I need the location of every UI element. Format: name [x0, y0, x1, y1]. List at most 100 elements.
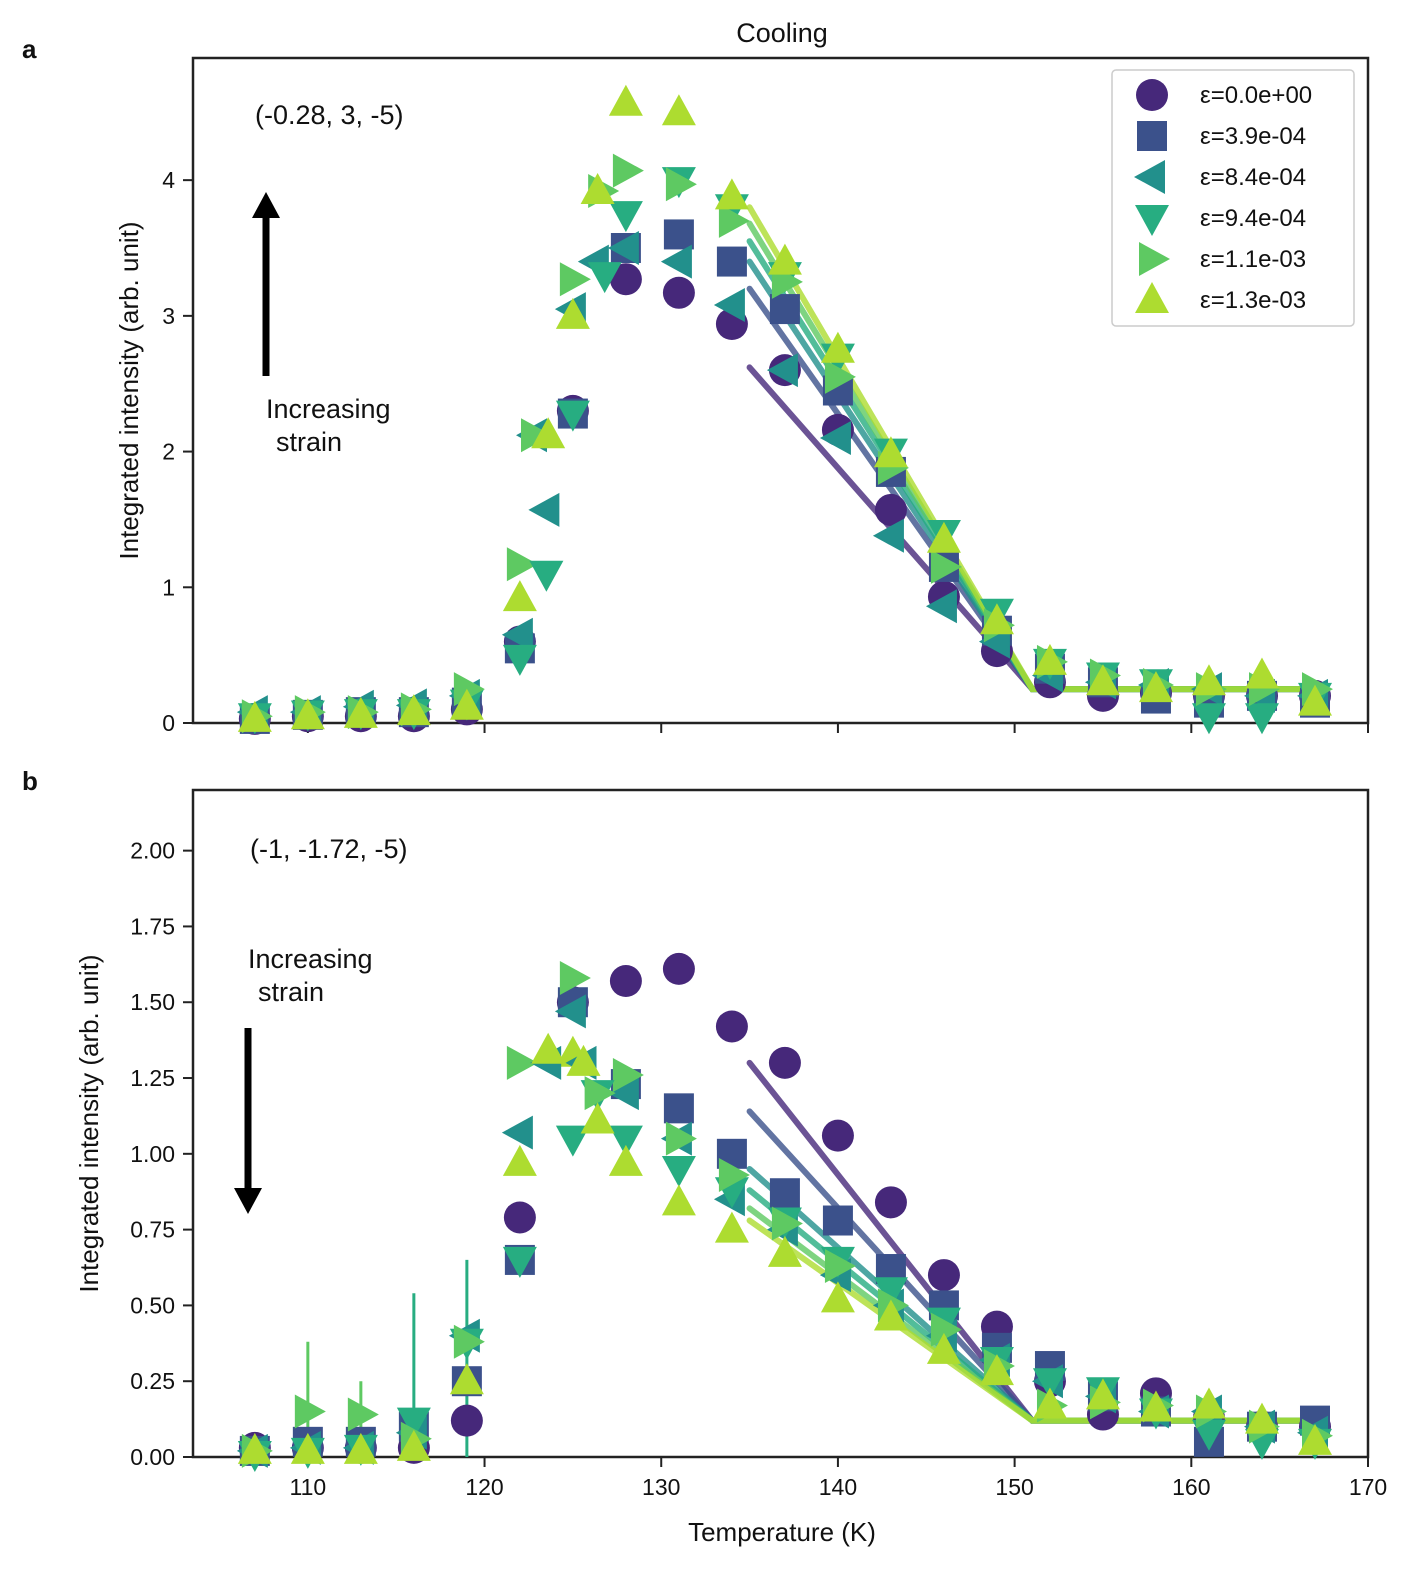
data-point	[559, 960, 591, 995]
data-point	[587, 262, 622, 294]
data-point	[1191, 664, 1226, 696]
data-point	[343, 696, 378, 728]
y-axis-label-a: Integrated intensity (arb. unit)	[114, 221, 144, 559]
data-point	[822, 1205, 853, 1236]
data-point	[824, 1248, 856, 1283]
data-point	[566, 1044, 601, 1076]
legend: ε=0.0e+00 ε=3.9e-04 ε=8.4e-04 ε=9.4e-04 …	[1111, 69, 1355, 327]
data-point	[608, 1144, 643, 1176]
fit-line	[746, 1205, 1318, 1424]
data-point	[521, 418, 553, 453]
y-tick-label: 0.50	[130, 1292, 175, 1318]
data-point	[767, 1235, 802, 1267]
data-point	[926, 521, 961, 553]
legend-label-4: ε=1.1e-03	[1200, 246, 1306, 273]
data-point	[559, 262, 591, 297]
data-point	[718, 1158, 750, 1193]
data-point	[502, 1246, 537, 1278]
y-tick-label: 3	[162, 303, 175, 329]
data-point	[529, 560, 564, 592]
data-point	[290, 698, 325, 730]
legend-label-2: ε=8.4e-04	[1200, 164, 1306, 191]
data-point	[1244, 1402, 1279, 1434]
x-tick-label: 170	[1349, 1474, 1387, 1500]
data-point	[608, 201, 643, 233]
data-point	[609, 263, 642, 296]
data-point	[555, 297, 590, 329]
data-point	[506, 1045, 538, 1080]
panel-a: 0 1 2 3 4 Integrated intensity (arb. unit) (-0…	[114, 56, 1370, 736]
data-point	[1085, 1378, 1120, 1410]
data-point	[718, 203, 750, 238]
x-tick-label: 110	[290, 1474, 327, 1500]
data-point	[713, 288, 745, 322]
strain-arrow-head	[234, 1188, 262, 1214]
strain-label-line1: Increasing	[266, 394, 391, 424]
data-point	[503, 1201, 536, 1234]
data-point	[290, 1432, 325, 1464]
data-point	[714, 178, 749, 210]
x-axis-label: Temperature (K)	[688, 1517, 876, 1547]
data-point	[873, 1299, 908, 1331]
y-tick-label: 2.00	[130, 838, 175, 864]
y-axis-label-b: Integrated intensity (arb. unit)	[74, 954, 104, 1292]
y-tick-label: 1.00	[130, 1141, 175, 1167]
data-point	[453, 672, 485, 707]
data-point	[294, 1394, 326, 1429]
data-point	[506, 547, 538, 582]
data-point	[1244, 703, 1279, 735]
data-point	[873, 436, 908, 468]
data-point	[607, 231, 639, 265]
data-point	[661, 1155, 696, 1187]
data-point	[1191, 703, 1226, 735]
legend-label-0: ε=0.0e+00	[1200, 82, 1312, 109]
data-point	[1191, 1387, 1226, 1419]
data-point	[237, 700, 272, 732]
legend-label-1: ε=3.9e-04	[1200, 123, 1306, 150]
data-point	[612, 153, 644, 188]
data-point	[769, 294, 800, 325]
data-point	[501, 1115, 533, 1150]
q-vector-annotation: (-1, -1.72, -5)	[250, 834, 408, 864]
y-tick-label: 0.75	[130, 1217, 175, 1243]
data-point	[714, 1211, 749, 1243]
panel-label-b: b	[22, 766, 38, 796]
y-tick-label: 1.50	[130, 989, 175, 1015]
data-point	[768, 1046, 801, 1079]
data-point	[660, 244, 692, 279]
data-point	[820, 331, 855, 363]
data-point	[396, 694, 431, 726]
axes-frame-a	[191, 56, 1370, 725]
legend-marker	[1135, 205, 1169, 236]
data-point	[1085, 664, 1120, 696]
data-point	[662, 276, 695, 309]
data-point	[396, 1429, 431, 1461]
data-point	[608, 84, 643, 116]
y-tick-label: 0	[162, 710, 175, 736]
data-point	[874, 1186, 907, 1219]
data-point	[612, 1057, 644, 1092]
data-point	[874, 493, 907, 526]
legend-label-3: ε=9.4e-04	[1200, 205, 1306, 232]
data-point	[449, 1363, 484, 1395]
y-tick-label: 1	[162, 574, 175, 600]
x-tick-label: 130	[642, 1474, 680, 1500]
legend-label-5: ε=1.3e-03	[1200, 287, 1306, 314]
y-tick-label: 1.75	[130, 913, 175, 939]
y-tick-label: 0.00	[130, 1444, 175, 1470]
data-point	[1138, 671, 1173, 703]
data-point	[343, 1432, 378, 1464]
data-point	[580, 1102, 615, 1134]
data-point	[819, 421, 851, 455]
x-tick-label: 160	[1172, 1474, 1210, 1500]
y-tick-label: 4	[162, 167, 175, 193]
data-point	[769, 1178, 800, 1209]
data-point	[237, 1432, 272, 1464]
legend-marker	[1136, 79, 1168, 111]
data-point	[450, 1404, 483, 1437]
data-point	[665, 1121, 697, 1156]
data-point	[607, 1076, 639, 1111]
strain-label-line1: Increasing	[248, 944, 373, 974]
x-tick-label: 150	[995, 1474, 1033, 1500]
